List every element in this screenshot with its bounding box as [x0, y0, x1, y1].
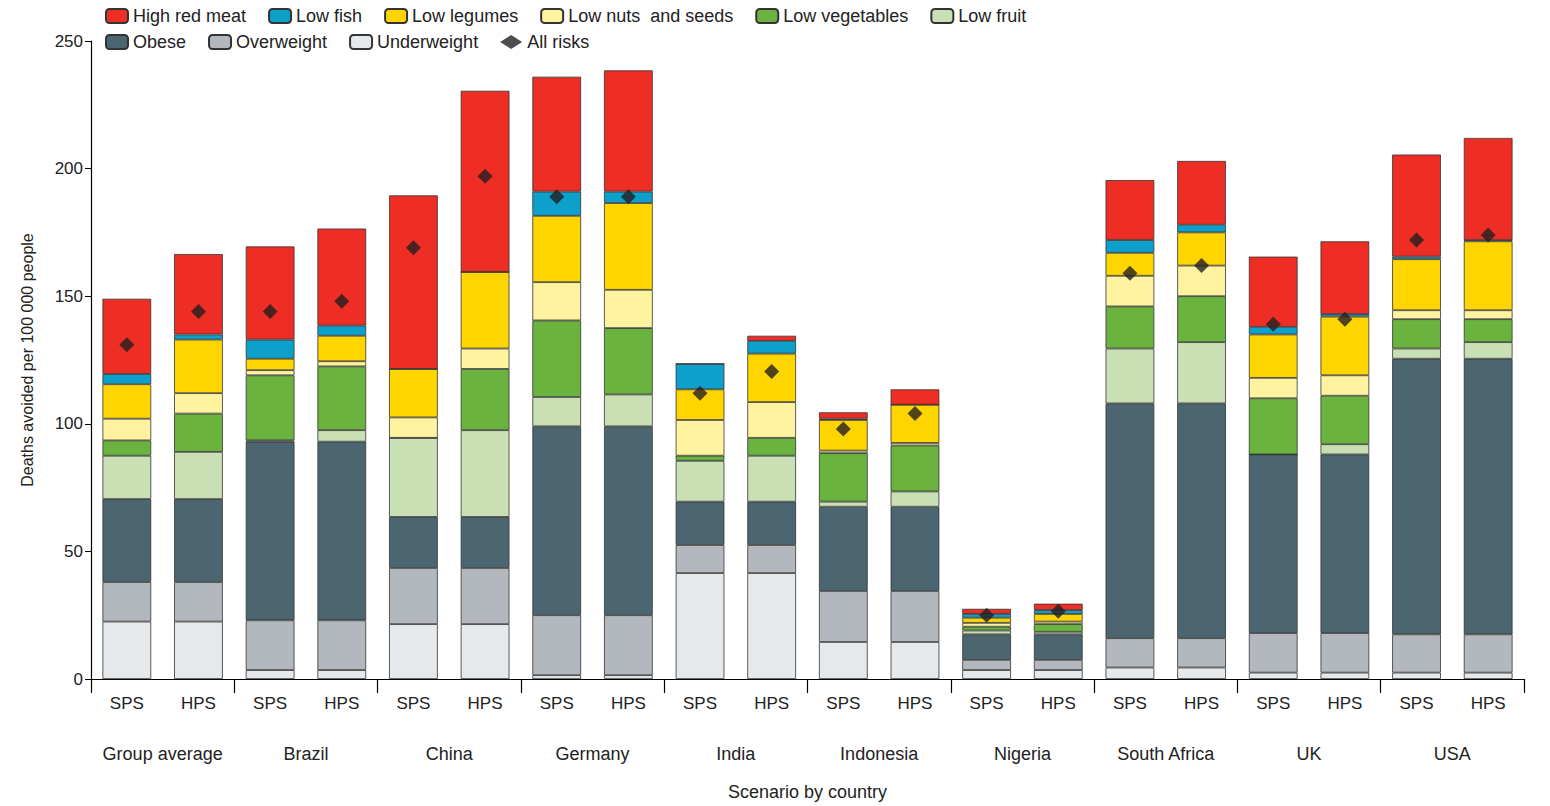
svg-text:HPS: HPS: [1327, 694, 1362, 713]
svg-text:HPS: HPS: [1041, 694, 1076, 713]
svg-text:SPS: SPS: [1113, 694, 1147, 713]
svg-text:250: 250: [55, 32, 83, 51]
svg-text:Underweight: Underweight: [377, 32, 478, 52]
svg-text:200: 200: [55, 159, 83, 178]
svg-text:HPS: HPS: [754, 694, 789, 713]
svg-text:SPS: SPS: [1256, 694, 1290, 713]
svg-text:SPS: SPS: [110, 694, 144, 713]
svg-text:HPS: HPS: [468, 694, 503, 713]
svg-text:50: 50: [64, 542, 83, 561]
svg-text:South Africa: South Africa: [1117, 744, 1215, 764]
svg-text:Overweight: Overweight: [236, 32, 327, 52]
svg-text:SPS: SPS: [396, 694, 430, 713]
svg-text:Low nuts and seeds: Low nuts and seeds: [568, 6, 733, 26]
svg-text:Deaths avoided per 100 000 peo: Deaths avoided per 100 000 people: [19, 233, 36, 487]
svg-text:Low fruit: Low fruit: [958, 6, 1026, 26]
svg-text:SPS: SPS: [1400, 694, 1434, 713]
svg-text:HPS: HPS: [1471, 694, 1506, 713]
svg-text:Low fish: Low fish: [296, 6, 362, 26]
svg-text:Brazil: Brazil: [283, 744, 328, 764]
svg-text:USA: USA: [1434, 744, 1471, 764]
svg-text:SPS: SPS: [826, 694, 860, 713]
svg-text:SPS: SPS: [253, 694, 287, 713]
svg-text:Obese: Obese: [133, 32, 186, 52]
svg-text:SPS: SPS: [683, 694, 717, 713]
svg-text:HPS: HPS: [324, 694, 359, 713]
svg-text:China: China: [426, 744, 474, 764]
svg-text:Scenario by country: Scenario by country: [728, 782, 887, 802]
svg-text:Nigeria: Nigeria: [994, 744, 1052, 764]
svg-text:All risks: All risks: [527, 32, 589, 52]
svg-text:HPS: HPS: [897, 694, 932, 713]
svg-text:India: India: [716, 744, 756, 764]
svg-text:SPS: SPS: [970, 694, 1004, 713]
svg-text:0: 0: [74, 670, 83, 689]
svg-text:Indonesia: Indonesia: [840, 744, 919, 764]
svg-text:HPS: HPS: [611, 694, 646, 713]
svg-text:SPS: SPS: [540, 694, 574, 713]
svg-text:HPS: HPS: [1184, 694, 1219, 713]
svg-text:Group average: Group average: [103, 744, 223, 764]
svg-text:Germany: Germany: [556, 744, 630, 764]
svg-text:HPS: HPS: [181, 694, 216, 713]
svg-text:Low legumes: Low legumes: [412, 6, 518, 26]
svg-text:High red meat: High red meat: [133, 6, 246, 26]
svg-text:Low vegetables: Low vegetables: [783, 6, 908, 26]
svg-text:UK: UK: [1297, 744, 1322, 764]
svg-text:100: 100: [55, 414, 83, 433]
svg-text:150: 150: [55, 287, 83, 306]
